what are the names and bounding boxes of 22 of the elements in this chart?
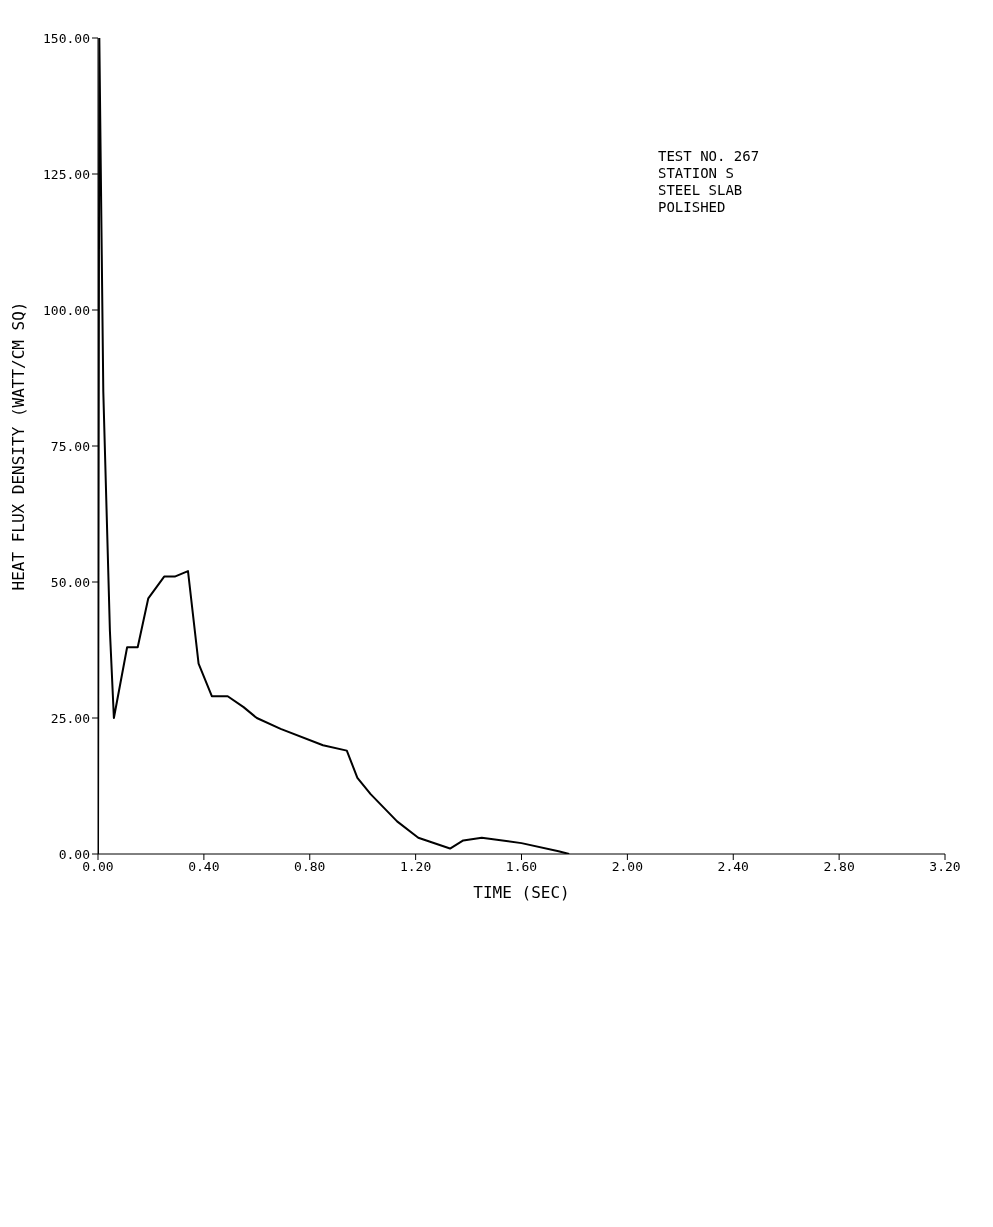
x-tick-label: 2.00 [611, 859, 644, 875]
annotation: STATION S [658, 165, 735, 182]
x-tick-label: 3.20 [929, 859, 961, 875]
y-tick-label: 50.00 [50, 574, 90, 590]
y-tick-label: 0.00 [58, 846, 90, 862]
annotation: POLISHED [658, 199, 727, 216]
x-tick-label: 1.20 [399, 859, 432, 875]
x-axis-title: TIME (SEC) [473, 883, 570, 902]
annotation: TEST NO. 267 [658, 148, 760, 165]
x-tick-label: 0.00 [82, 859, 114, 875]
y-tick-label: 125.00 [43, 166, 90, 182]
x-tick-label: 1.60 [505, 859, 538, 875]
y-tick-label: 25.00 [50, 710, 90, 726]
y-tick-label: 100.00 [43, 302, 90, 318]
x-tick-label: 2.80 [823, 859, 855, 875]
x-tick-label: 2.40 [717, 859, 749, 875]
y-axis-title: HEAT FLUX DENSITY (WATT/CM SQ) [8, 301, 28, 591]
y-tick-label: 75.00 [50, 438, 90, 454]
annotation: STEEL SLAB [658, 182, 744, 199]
x-tick-label: 0.80 [294, 859, 326, 875]
y-tick-label: 150.00 [43, 30, 90, 46]
x-tick-label: 0.40 [188, 859, 220, 875]
